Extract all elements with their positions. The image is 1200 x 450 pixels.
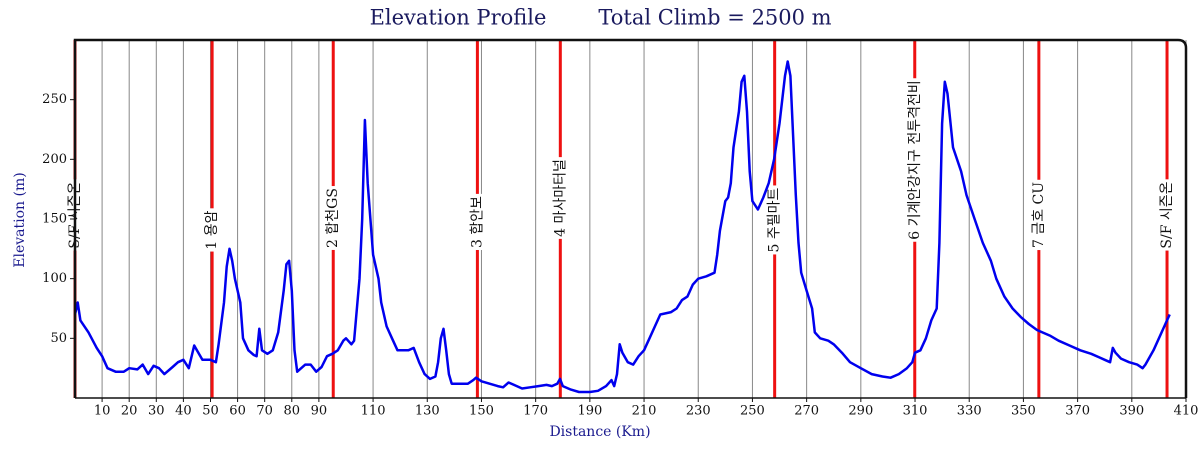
elevation-line bbox=[73, 60, 1171, 394]
x-tick-label: 270 bbox=[794, 404, 819, 419]
x-tick-label: 170 bbox=[523, 404, 548, 419]
x-tick-label: 330 bbox=[957, 404, 982, 419]
x-tick-label: 40 bbox=[175, 404, 192, 419]
x-tick-label: 150 bbox=[469, 404, 494, 419]
checkpoint-label: 4 마사마터널 bbox=[552, 159, 568, 237]
x-tick-label: 110 bbox=[361, 404, 386, 419]
checkpoint-label-bg bbox=[552, 157, 569, 239]
marks: S/F 시즌온 1 용암 2 합천GS 3 합안보 4 마사마터널 5 주필마트 6 기계안… bbox=[67, 40, 1176, 398]
checkpoint-label-bg bbox=[906, 78, 923, 242]
x-tick-label: 50 bbox=[202, 404, 219, 419]
chart-title: Elevation Profile bbox=[370, 6, 547, 30]
x-tick-label: 70 bbox=[256, 404, 273, 419]
checkpoint-label: 6 기계안강지구 전투격전비 bbox=[907, 80, 923, 240]
y-axis-label: Elevation (m) bbox=[12, 172, 28, 267]
y-tick-label: 50 bbox=[50, 331, 67, 346]
x-tick-label: 230 bbox=[686, 404, 711, 419]
checkpoint-label-bg bbox=[204, 208, 221, 252]
x-tick-label: 10 bbox=[94, 404, 111, 419]
x-tick-label: 210 bbox=[632, 404, 657, 419]
checkpoint-label: 3 합안보 bbox=[469, 196, 485, 248]
x-tick-label: 90 bbox=[311, 404, 328, 419]
x-tick-label: 290 bbox=[848, 404, 873, 419]
x-tick-label: 80 bbox=[284, 404, 301, 419]
x-tick-label: 310 bbox=[903, 404, 928, 419]
checkpoint-label-bg bbox=[325, 186, 342, 250]
x-tick-label: 350 bbox=[1011, 404, 1036, 419]
y-tick-label: 150 bbox=[42, 212, 67, 227]
y-tick-label: 250 bbox=[42, 92, 67, 107]
checkpoint-label-bg bbox=[766, 185, 783, 255]
checkpoint-label-bg bbox=[1159, 179, 1176, 251]
x-tick-label: 410 bbox=[1174, 404, 1199, 419]
checkpoint-label: 7 금호 CU bbox=[1031, 182, 1047, 248]
x-tick-label: 190 bbox=[577, 404, 602, 419]
x-tick-label: 60 bbox=[229, 404, 246, 419]
checkpoint-label-bg bbox=[1030, 179, 1047, 251]
checkpoint-label-bg bbox=[469, 193, 486, 251]
x-tick-label: 130 bbox=[415, 404, 440, 419]
plot-frame bbox=[73, 38, 1188, 398]
checkpoint-label: 1 용암 bbox=[204, 210, 220, 249]
x-tick-label: 390 bbox=[1119, 404, 1144, 419]
checkpoint-label: 2 합천GS bbox=[325, 188, 341, 248]
y-tick-label: 100 bbox=[42, 271, 67, 286]
x-tick-label: 30 bbox=[148, 404, 165, 419]
checkpoint-label: S/F 시즌온 bbox=[1159, 181, 1175, 248]
y-tick-label: 200 bbox=[42, 152, 67, 167]
x-tick-label: 20 bbox=[121, 404, 138, 419]
x-tick-label: 250 bbox=[740, 404, 765, 419]
checkpoint-label: 5 주필마트 bbox=[767, 187, 783, 252]
x-tick-label: 370 bbox=[1065, 404, 1090, 419]
grid bbox=[101, 40, 1187, 398]
x-axis-label: Distance (Km) bbox=[549, 424, 650, 440]
chart-subtitle: Total Climb = 2500 m bbox=[598, 6, 831, 30]
